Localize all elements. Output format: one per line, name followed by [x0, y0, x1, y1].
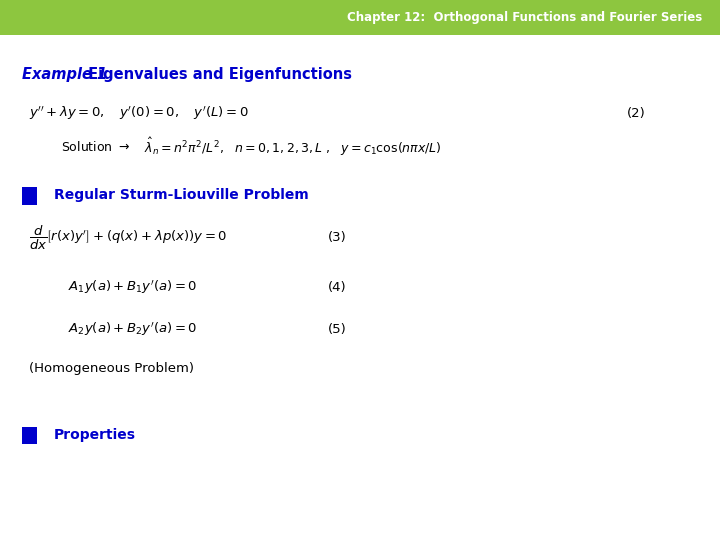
Text: Eigenvalues and Eigenfunctions: Eigenvalues and Eigenfunctions	[83, 67, 352, 82]
Text: $A_1 y(a) + B_1 y'(a) = 0$: $A_1 y(a) + B_1 y'(a) = 0$	[68, 279, 198, 296]
Text: (Homogeneous Problem): (Homogeneous Problem)	[29, 362, 194, 375]
Text: $\hat{\lambda}_n = n^2\pi^2 / L^2,\ \ n = 0, 1, 2, 3, L\ ,\ \ y = c_1 \cos(n\pi : $\hat{\lambda}_n = n^2\pi^2 / L^2,\ \ n …	[144, 137, 442, 158]
Text: (4): (4)	[328, 281, 346, 294]
Bar	[22, 427, 37, 444]
Text: Chapter 12:  Orthogonal Functions and Fourier Series: Chapter 12: Orthogonal Functions and Fou…	[347, 11, 702, 24]
Text: Solution $\rightarrow$: Solution $\rightarrow$	[61, 140, 130, 154]
Text: $A_2 y(a) + B_2 y'(a) = 0$: $A_2 y(a) + B_2 y'(a) = 0$	[68, 321, 198, 338]
Text: Example 1: Example 1	[22, 67, 107, 82]
Text: Properties: Properties	[54, 428, 136, 442]
Text: (3): (3)	[328, 231, 346, 244]
Text: $y'' + \lambda y = 0, \quad y'(0) = 0, \quad y'(L) = 0$: $y'' + \lambda y = 0, \quad y'(0) = 0, \…	[29, 105, 248, 122]
Text: $\dfrac{d}{dx}\left[r(x)y'\right] + (q(x) + \lambda p(x))y = 0$: $\dfrac{d}{dx}\left[r(x)y'\right] + (q(x…	[29, 224, 228, 252]
Bar	[0, 0, 720, 35]
Text: (5): (5)	[328, 323, 346, 336]
Text: (2): (2)	[626, 107, 645, 120]
Bar	[22, 187, 37, 205]
Text: Regular Sturm-Liouville Problem: Regular Sturm-Liouville Problem	[54, 188, 309, 202]
